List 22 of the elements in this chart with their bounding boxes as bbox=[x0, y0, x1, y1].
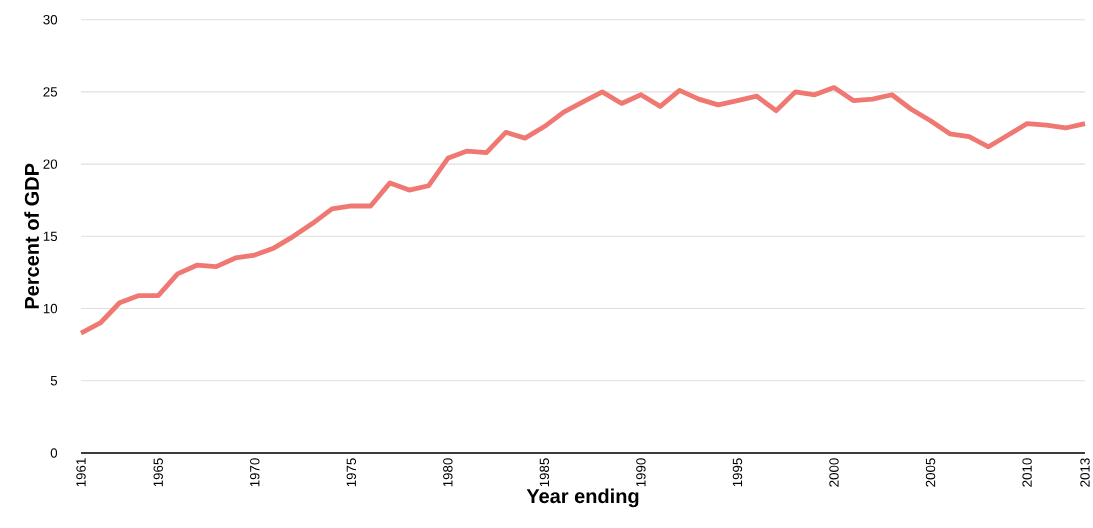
y-tick-label: 10 bbox=[43, 303, 58, 314]
y-tick-label: 15 bbox=[43, 231, 58, 241]
x-tick-label: 1995 bbox=[732, 458, 743, 487]
x-tick-label: 1961 bbox=[76, 458, 86, 487]
line-series bbox=[78, 85, 1088, 336]
x-tick-label: 1970 bbox=[250, 458, 260, 487]
x-axis-title: Year ending bbox=[526, 488, 639, 508]
y-axis-title: Percent of GDP bbox=[24, 163, 39, 309]
x-tick-label: 2000 bbox=[829, 458, 839, 487]
x-tick-label: 1985 bbox=[539, 458, 550, 487]
x-tick-label: 1980 bbox=[443, 458, 453, 487]
x-tick-label: 1975 bbox=[346, 458, 357, 487]
y-tick-label: 5 bbox=[50, 376, 58, 386]
x-tick-label: 2013 bbox=[1080, 458, 1090, 487]
y-tick-label: 20 bbox=[43, 159, 58, 169]
x-tick-label: 1990 bbox=[636, 458, 646, 487]
y-tick-label: 25 bbox=[43, 87, 58, 97]
x-tick-label: 2010 bbox=[1022, 458, 1032, 487]
y-tick-label: 0 bbox=[50, 448, 58, 458]
x-tick-label: 1965 bbox=[153, 458, 163, 487]
x-tick-label: 2005 bbox=[925, 458, 936, 487]
y-tick-label: 30 bbox=[43, 14, 58, 25]
